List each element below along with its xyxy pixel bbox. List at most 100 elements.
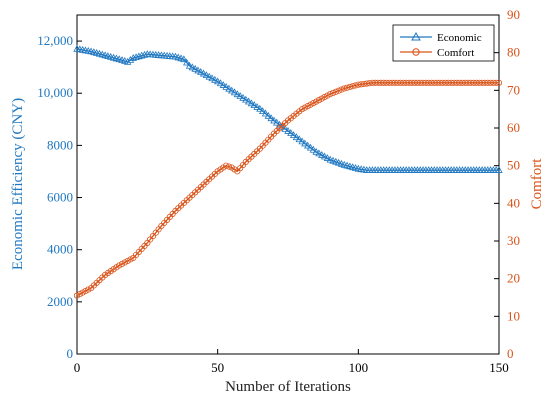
- y-right-tick-label: 30: [507, 233, 520, 248]
- economic-data-point: [129, 53, 137, 61]
- y-right-tick-label: 20: [507, 271, 520, 286]
- economic-data-point: [216, 79, 225, 87]
- legend-economic-marker: [411, 31, 421, 41]
- economic-data-point: [242, 95, 250, 103]
- economic-data-point: [199, 69, 208, 77]
- y-right-tick-label: 70: [507, 82, 520, 97]
- economic-data-point: [219, 81, 227, 88]
- comfort-data-point: [338, 86, 345, 93]
- economic-data-point: [140, 50, 149, 58]
- economic-data-point: [318, 150, 326, 158]
- economic-data-point: [205, 72, 213, 80]
- economic-data-point: [273, 118, 281, 126]
- legend-comfort-marker: [412, 48, 420, 56]
- comfort-data-point: [349, 83, 356, 90]
- economic-data-point: [188, 63, 197, 71]
- economic-data-point: [287, 129, 295, 136]
- economic-data-point: [289, 131, 298, 139]
- economic-data-point: [261, 109, 270, 117]
- economic-data-point: [236, 92, 244, 99]
- y-right-tick-label: 90: [507, 7, 520, 22]
- economic-data-point: [267, 114, 275, 122]
- comfort-data-point: [493, 79, 500, 86]
- economic-data-point: [306, 143, 315, 151]
- series-line-economic: [76, 48, 499, 171]
- comfort-data-point: [225, 163, 233, 170]
- series-economic: [73, 44, 503, 173]
- legend: Economic Comfort: [392, 24, 495, 62]
- comfort-data-point: [327, 91, 334, 98]
- y-left-tick-label: 2000: [47, 294, 73, 309]
- economic-data-point: [183, 58, 191, 66]
- economic-data-point: [225, 84, 233, 92]
- economic-data-point: [194, 66, 202, 74]
- economic-data-point: [309, 145, 317, 153]
- economic-data-point: [250, 101, 258, 109]
- comfort-data-point: [346, 83, 353, 91]
- economic-data-point: [281, 124, 289, 132]
- economic-data-point: [292, 133, 301, 141]
- y-axis-right-title: Comfort: [529, 158, 545, 210]
- comfort-data-point: [329, 89, 337, 97]
- economic-data-point: [495, 166, 503, 173]
- economic-data-point: [180, 55, 188, 63]
- y-left-tick-label: 0: [67, 346, 74, 361]
- series-comfort: [73, 79, 503, 299]
- economic-data-point: [230, 88, 239, 96]
- economic-data-point: [138, 51, 146, 59]
- economic-data-point: [320, 152, 329, 160]
- x-tick-label: 50: [211, 360, 224, 375]
- economic-data-point: [298, 137, 306, 145]
- y-right-tick-label: 80: [507, 45, 520, 60]
- x-tick-label: 0: [74, 360, 81, 375]
- x-axis-title: Number of Iterations: [225, 379, 351, 395]
- economic-data-point: [301, 139, 309, 147]
- economic-data-point: [323, 154, 332, 161]
- series-line-comfort: [76, 82, 499, 297]
- economic-data-point: [284, 126, 292, 134]
- comfort-data-point: [223, 162, 230, 169]
- economic-data-point: [295, 135, 303, 143]
- economic-data-point: [275, 120, 284, 128]
- economic-data-point: [132, 53, 140, 61]
- legend-comfort-label: Comfort: [437, 47, 474, 59]
- economic-data-point: [135, 52, 143, 60]
- economic-data-point: [315, 149, 323, 157]
- economic-data-point: [222, 82, 230, 90]
- economic-data-point: [270, 116, 278, 124]
- economic-data-point: [213, 77, 222, 85]
- economic-data-point: [312, 147, 320, 155]
- y-axis-left-title: Economic Efficiency (CNY): [10, 98, 26, 270]
- y-right-tick-label: 10: [507, 308, 520, 323]
- economic-data-point: [247, 99, 256, 107]
- comfort-data-point: [332, 88, 339, 95]
- comfort-data-point: [341, 85, 348, 92]
- comfort-data-point: [343, 84, 351, 91]
- x-tick-label: 100: [349, 360, 369, 375]
- economic-data-point: [123, 57, 132, 65]
- x-tick-label: 150: [489, 360, 509, 375]
- economic-data-point: [185, 61, 194, 69]
- legend-box: [392, 24, 495, 62]
- y-left-tick-label: 10,000: [37, 85, 73, 100]
- comfort-data-point: [335, 87, 342, 94]
- plot-area-frame: [76, 14, 500, 355]
- comfort-data-point: [352, 82, 359, 89]
- y-right-tick-label: 0: [507, 346, 514, 361]
- y-right-tick-label: 50: [507, 158, 520, 173]
- economic-data-point: [256, 104, 264, 112]
- y-left-tick-label: 8000: [47, 137, 73, 152]
- y-left-tick-label: 4000: [47, 242, 73, 257]
- economic-data-point: [197, 68, 205, 75]
- economic-data-point: [211, 75, 219, 83]
- y-left-tick-label: 12,000: [37, 33, 73, 48]
- economic-data-point: [208, 74, 216, 82]
- economic-data-point: [264, 111, 272, 119]
- economic-data-point: [253, 103, 261, 110]
- economic-data-point: [259, 107, 267, 115]
- economic-data-point: [126, 55, 135, 63]
- comfort-data-point: [495, 79, 503, 86]
- economic-data-point: [239, 93, 247, 101]
- y-right-tick-label: 60: [507, 120, 520, 135]
- economic-data-point: [304, 141, 312, 149]
